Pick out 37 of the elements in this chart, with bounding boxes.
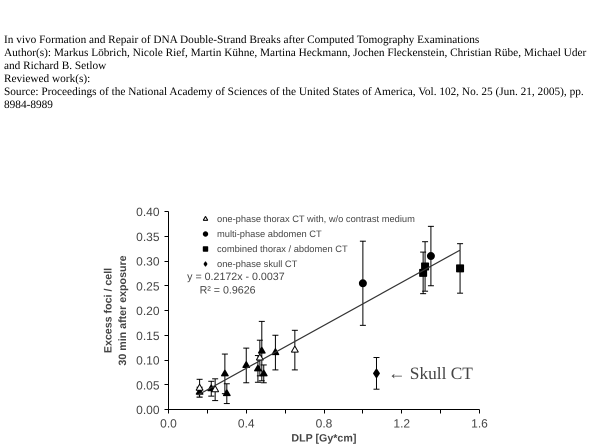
x-tick-label: 0.8	[316, 416, 333, 430]
point	[290, 346, 299, 353]
legend-label: one-phase thorax CT with, w/o contrast medium	[217, 213, 415, 224]
legend-label: one-phase skull CT	[217, 258, 298, 269]
x-axis-title: DLP [Gy*cm]	[291, 432, 356, 444]
annotation: y = 0.2172x - 0.0037	[187, 270, 285, 283]
chart-subtitle: Author(s): Markus Löbrich, Nicole Rief, Martin Kühne, Martina Heckmann, Jochen Fleckenstein, Christian Rübe, Michael Uder and Richard B. Setlow	[4, 47, 588, 73]
x-tick-label: 1.2	[393, 416, 410, 430]
point	[258, 346, 266, 354]
y-tick-label: 0.10	[136, 354, 160, 368]
legend-label: combined thorax / abdomen CT	[217, 243, 348, 254]
chart-title: In vivo Formation and Repair of DNA Double-Strand Breaks after Computed Tomography Examinations	[4, 34, 480, 47]
x-tick-label: 1.6	[471, 416, 488, 430]
annotation: R² = 0.9626	[200, 284, 256, 297]
y-tick-label: 0.30	[136, 254, 160, 268]
point	[358, 279, 367, 288]
point	[456, 264, 464, 272]
text: Reviewed work(s):	[4, 73, 92, 86]
y-tick-label: 0.20	[136, 304, 160, 318]
y-tick-label: 0.25	[136, 279, 160, 294]
y-tick-label: 0.35	[136, 230, 160, 244]
point	[260, 369, 268, 376]
y-tick-label: 0.40	[136, 205, 160, 219]
point	[211, 385, 220, 392]
y-tick-label: 0.00	[136, 403, 160, 417]
x-tick-label: 0.0	[160, 416, 178, 430]
point	[254, 364, 262, 372]
x-tick-label: 0.4	[238, 416, 255, 430]
y-tick-label: 0.15	[136, 328, 160, 343]
point	[220, 369, 229, 376]
point	[426, 252, 435, 260]
y-tick-label: 0.05	[136, 378, 160, 392]
point	[372, 368, 380, 378]
source-note: Source: Proceedings of the National Academy of Sciences of the United States of America, Vol. 102, No. 25 (Jun. 21, 2005), pp. 8984-8989	[4, 86, 585, 112]
y-axis-title: Excess foci / cell 30 min after exposure	[102, 255, 130, 366]
annotation: ← Skull CT	[388, 364, 474, 383]
legend-label: multi-phase abdomen CT	[217, 228, 322, 239]
